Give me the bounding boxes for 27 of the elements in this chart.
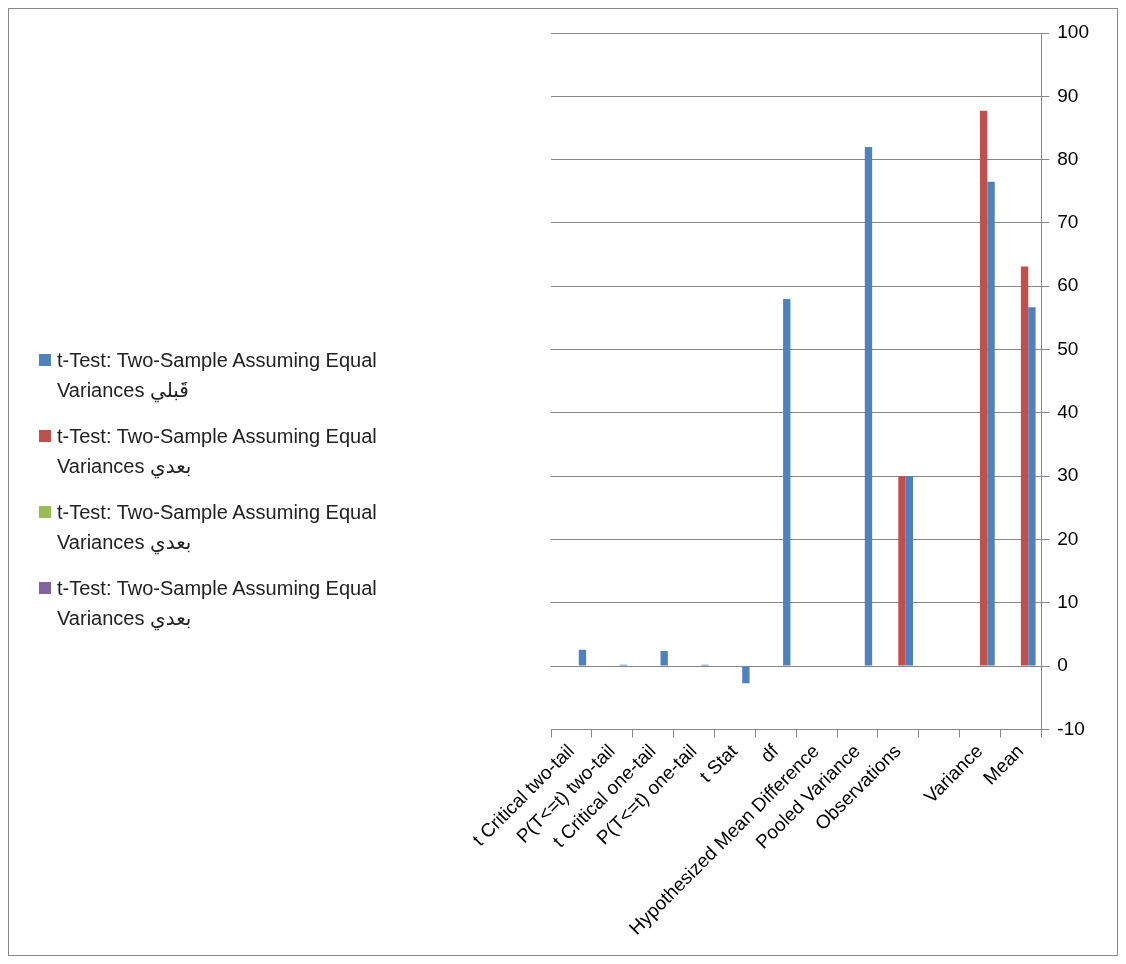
y-tick-label: 70 — [1057, 211, 1079, 233]
bar — [1020, 266, 1029, 666]
bar — [742, 666, 750, 684]
bar — [578, 649, 587, 666]
bar — [660, 650, 668, 666]
y-tick-label: 10 — [1057, 591, 1079, 613]
bar — [864, 146, 873, 666]
y-tick-label: -10 — [1057, 717, 1085, 739]
bar — [987, 181, 995, 666]
y-tick-label: 80 — [1057, 147, 1079, 169]
bar — [980, 110, 988, 666]
legend-label: t-Test: Two-Sample Assuming Equal Variances بعدي — [57, 500, 378, 557]
legend-label: t-Test: Two-Sample Assuming Equal Variances بعدي — [57, 576, 378, 633]
y-tick-label: 20 — [1057, 527, 1079, 549]
y-tick-label: 30 — [1057, 464, 1079, 486]
bar — [905, 476, 913, 666]
y-tick-label: 50 — [1057, 337, 1079, 359]
y-tick-label: 0 — [1057, 654, 1068, 676]
y-tick-label: 60 — [1057, 274, 1079, 296]
y-tick-label: 40 — [1057, 401, 1079, 423]
bar — [1028, 307, 1036, 666]
bar — [783, 298, 791, 666]
legend-label: t-Test: Two-Sample Assuming Equal Variances قَبلي — [57, 348, 378, 405]
y-tick-label: 90 — [1057, 84, 1079, 106]
bar — [898, 476, 906, 666]
legend-label: t-Test: Two-Sample Assuming Equal Variances بعدي — [57, 424, 378, 481]
y-tick-label: 100 — [1057, 21, 1089, 43]
